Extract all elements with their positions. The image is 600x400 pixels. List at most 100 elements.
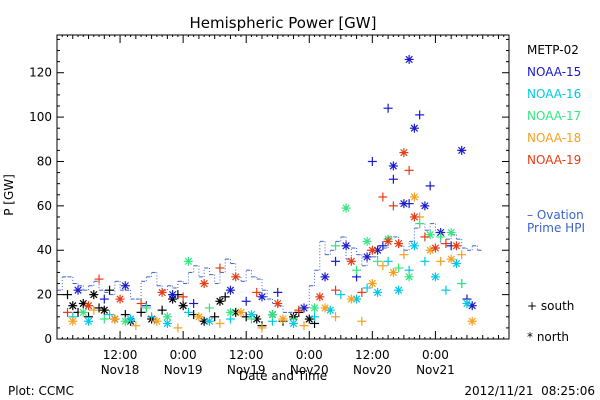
north-marker	[451, 241, 461, 251]
footer-timestamp: 2012/11/21 08:25:06	[464, 384, 595, 398]
x-tick-label-time: 12:00	[229, 348, 264, 362]
south-marker	[357, 316, 367, 326]
north-marker	[120, 316, 130, 326]
north-marker	[462, 298, 472, 308]
marker-stroke	[258, 293, 266, 301]
series-noaa-17	[78, 203, 467, 326]
marker-stroke	[373, 246, 382, 254]
south-marker	[388, 174, 398, 184]
marker-stroke	[237, 308, 245, 317]
north-marker	[430, 272, 440, 282]
south-marker	[383, 103, 393, 113]
x-tick-label-time: 0:00	[296, 348, 323, 362]
x-tick-label-time: 0:00	[422, 348, 449, 362]
marker-stroke	[384, 237, 392, 246]
x-tick-label-date: Nov20	[353, 363, 392, 377]
marker-stroke	[431, 244, 440, 252]
north-marker	[84, 316, 94, 326]
north-marker	[409, 241, 419, 251]
south-marker	[105, 310, 115, 320]
south-marker	[89, 305, 99, 315]
marker-stroke	[90, 290, 98, 299]
north-marker	[99, 305, 109, 315]
marker-stroke	[316, 293, 324, 301]
north-marker	[404, 54, 414, 64]
south-marker	[189, 298, 199, 308]
north-marker	[162, 312, 172, 322]
marker-stroke	[310, 304, 319, 312]
marker-stroke	[421, 202, 429, 210]
marker-stroke	[163, 319, 172, 328]
legend-marker-south: + south	[527, 299, 574, 313]
south-marker	[204, 303, 214, 313]
south-marker	[404, 199, 414, 209]
y-tick-label: 100	[29, 110, 52, 124]
legend: METP-02 NOAA-15 NOAA-16 NOAA-17 NOAA-18 NOAA-…	[527, 43, 585, 344]
north-marker	[110, 314, 120, 324]
legend-entry-noaa-15: NOAA-15	[527, 65, 581, 79]
marker-stroke	[205, 317, 214, 325]
footer-plot-credit: Plot: CCMC	[8, 384, 74, 398]
marker-stroke	[69, 302, 77, 310]
marker-stroke	[158, 288, 166, 297]
south-marker	[331, 256, 341, 266]
south-marker	[63, 290, 73, 300]
marker-stroke	[342, 204, 350, 212]
north-marker	[430, 243, 440, 253]
north-marker	[199, 316, 209, 326]
legend-marker-north: * north	[527, 330, 569, 344]
south-marker	[141, 303, 151, 313]
marker-stroke	[468, 317, 476, 325]
south-marker	[94, 274, 104, 284]
marker-stroke	[368, 279, 377, 288]
south-marker	[436, 232, 446, 242]
marker-stroke	[452, 242, 461, 250]
marker-stroke	[232, 308, 240, 317]
north-marker	[409, 123, 419, 133]
y-axis-label: P [GW]	[2, 174, 16, 216]
marker-stroke	[321, 273, 329, 281]
chart-title: Hemispheric Power [GW]	[190, 14, 377, 32]
marker-stroke	[363, 237, 371, 246]
south-marker	[210, 312, 220, 322]
marker-stroke	[74, 286, 82, 294]
north-marker	[320, 303, 330, 313]
marker-stroke	[447, 228, 455, 237]
north-marker	[399, 148, 409, 158]
south-marker	[415, 110, 425, 120]
north-marker	[231, 272, 241, 282]
legend-entry-metp-02: METP-02	[527, 43, 579, 57]
marker-stroke	[400, 199, 408, 208]
marker-stroke	[326, 306, 334, 314]
axes-layer: 02040608010012012:00Nov180:00Nov1912:00N…	[29, 35, 509, 377]
south-marker	[441, 239, 451, 249]
marker-stroke	[111, 315, 119, 323]
marker-stroke	[405, 55, 413, 64]
marker-stroke	[121, 317, 129, 325]
south-marker	[294, 305, 304, 315]
marker-stroke	[400, 148, 408, 157]
north-marker	[446, 254, 456, 264]
marker-stroke	[373, 288, 382, 297]
north-marker	[310, 303, 320, 313]
y-tick-label: 20	[37, 288, 52, 302]
south-marker	[183, 307, 193, 317]
north-marker	[183, 256, 193, 266]
marker-stroke	[226, 308, 235, 317]
y-tick-label: 0	[44, 332, 52, 346]
x-tick-label-time: 12:00	[103, 348, 138, 362]
south-marker	[378, 192, 388, 202]
marker-stroke	[121, 282, 129, 290]
north-marker	[352, 294, 362, 304]
north-marker	[115, 294, 125, 304]
legend-entry-noaa-17: NOAA-17	[527, 109, 581, 123]
north-marker	[84, 301, 94, 311]
north-marker	[194, 312, 204, 322]
marker-stroke	[200, 279, 208, 288]
x-tick-label-date: Nov18	[101, 363, 140, 377]
north-marker	[388, 161, 398, 171]
south-marker	[178, 292, 188, 302]
south-marker	[425, 181, 435, 191]
